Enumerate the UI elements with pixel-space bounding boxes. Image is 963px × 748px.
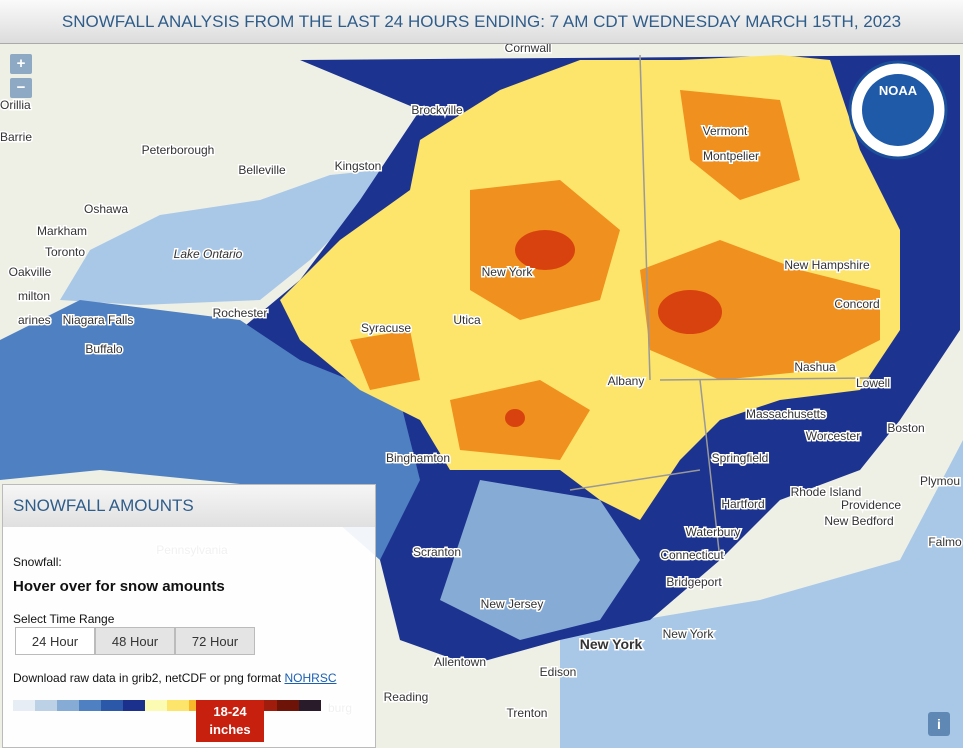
legend-swatch[interactable]: [167, 700, 189, 711]
ocean: [560, 440, 963, 748]
place-label: milton: [18, 289, 50, 303]
place-label: Reading: [384, 690, 429, 704]
download-text: Download raw data in grib2, netCDF or pn…: [13, 671, 337, 685]
place-label: New York: [663, 627, 715, 641]
legend-swatch[interactable]: [255, 700, 277, 711]
place-label: New Bedford: [824, 514, 893, 528]
place-label: New Hampshire: [784, 258, 870, 272]
snowfall-label: Snowfall:: [13, 555, 62, 569]
place-label: Massachusetts: [746, 407, 826, 421]
download-text: Download raw data in grib2, netCDF or pn…: [13, 671, 282, 685]
hover-text: Hover over for snow amounts: [13, 578, 225, 595]
place-label: Scranton: [413, 545, 461, 559]
active-range-value: 18-24: [213, 704, 247, 719]
lake-ontario: [60, 170, 380, 305]
snow-area: [658, 290, 722, 334]
place-label: Buffalo: [85, 342, 122, 356]
place-label: Niagara Falls: [63, 313, 134, 327]
place-label: New York: [580, 636, 643, 652]
state-border: [569, 54, 871, 561]
place-label: Cornwall: [505, 44, 552, 55]
place-label: Albany: [608, 374, 645, 388]
place-label: Syracuse: [361, 321, 411, 335]
snow-area: [515, 230, 575, 270]
place-label: Binghamton: [386, 451, 450, 465]
legend-swatch[interactable]: [145, 700, 167, 711]
snow-area: [505, 409, 525, 427]
place-label: Oshawa: [84, 202, 128, 216]
place-label: Bridgeport: [666, 575, 722, 589]
place-label: Worcester: [806, 429, 860, 443]
legend-swatch[interactable]: [35, 700, 57, 711]
place-label: Barrie: [0, 130, 32, 144]
time-range-button[interactable]: 72 Hour: [175, 627, 255, 655]
header-title: SNOWFALL ANALYSIS FROM THE LAST 24 HOURS…: [0, 0, 963, 44]
map: NOAA i Cornwall Orillia Barrie Brockville Pe…: [0, 44, 963, 748]
place-label: New Jersey: [481, 597, 544, 611]
place-label: Allentown: [434, 655, 486, 669]
download-link[interactable]: NOHRSC: [284, 671, 337, 685]
place-label: Rochester: [213, 306, 268, 320]
snow-area: [350, 90, 880, 460]
legend-swatch[interactable]: [13, 700, 35, 711]
place-label: Brockville: [411, 103, 463, 117]
place-label: Rhode Island: [791, 485, 862, 499]
place-label: Connecticut: [660, 548, 724, 562]
legend-swatch[interactable]: [123, 700, 145, 711]
place-label: Nashua: [794, 360, 836, 374]
legend-swatch[interactable]: [57, 700, 79, 711]
place-label: Hartford: [721, 497, 764, 511]
place-label: Peterborough: [142, 143, 215, 157]
place-label: Edison: [540, 665, 577, 679]
place-label: Falmo: [928, 535, 962, 549]
active-range-unit: inches: [209, 722, 251, 737]
time-range-button[interactable]: 24 Hour: [15, 627, 95, 655]
place-label: Providence: [841, 498, 901, 512]
snow-area: [440, 480, 640, 640]
place-label: New York: [482, 265, 534, 279]
place-label: Trenton: [507, 706, 548, 720]
place-label: Utica: [453, 313, 481, 327]
legend-swatch[interactable]: [101, 700, 123, 711]
zoom-out[interactable]: −: [10, 78, 32, 98]
legend-swatch[interactable]: [79, 700, 101, 711]
time-range-label: Select Time Range: [13, 612, 115, 626]
info-icon[interactable]: i: [937, 716, 941, 732]
legend: [13, 700, 321, 711]
panel-title: SNOWFALL AMOUNTS: [3, 485, 375, 527]
place-label: Oakville: [9, 265, 52, 279]
place-label: Springfield: [712, 451, 769, 465]
active-range: 18-24 inches: [196, 700, 264, 742]
place-label: Lowell: [856, 376, 890, 390]
place-label: Orillia: [0, 98, 31, 112]
place-label: Waterbury: [686, 525, 741, 539]
info-button[interactable]: [928, 712, 950, 736]
place-label: Markham: [37, 224, 87, 238]
legend-panel: SNOWFALL AMOUNTS Snowfall: Hover over fo…: [2, 484, 376, 748]
time-range-button[interactable]: 48 Hour: [95, 627, 175, 655]
place-label: arines: [18, 313, 51, 327]
noaa-logo: [862, 74, 934, 146]
place-label: Vermont: [703, 124, 748, 138]
place-label: Lake Ontario: [174, 247, 243, 261]
place-label: Toronto: [45, 245, 85, 259]
place-label: Concord: [834, 297, 879, 311]
place-label: Belleville: [238, 163, 286, 177]
legend-swatch[interactable]: [277, 700, 299, 711]
legend-swatch[interactable]: [299, 700, 321, 711]
logo-text: NOAA: [879, 83, 918, 98]
zoom-in[interactable]: +: [10, 54, 32, 74]
place-label: Montpelier: [703, 149, 759, 163]
place-label: Kingston: [335, 159, 382, 173]
place-label: Boston: [887, 421, 924, 435]
place-label: Plymou: [920, 474, 960, 488]
